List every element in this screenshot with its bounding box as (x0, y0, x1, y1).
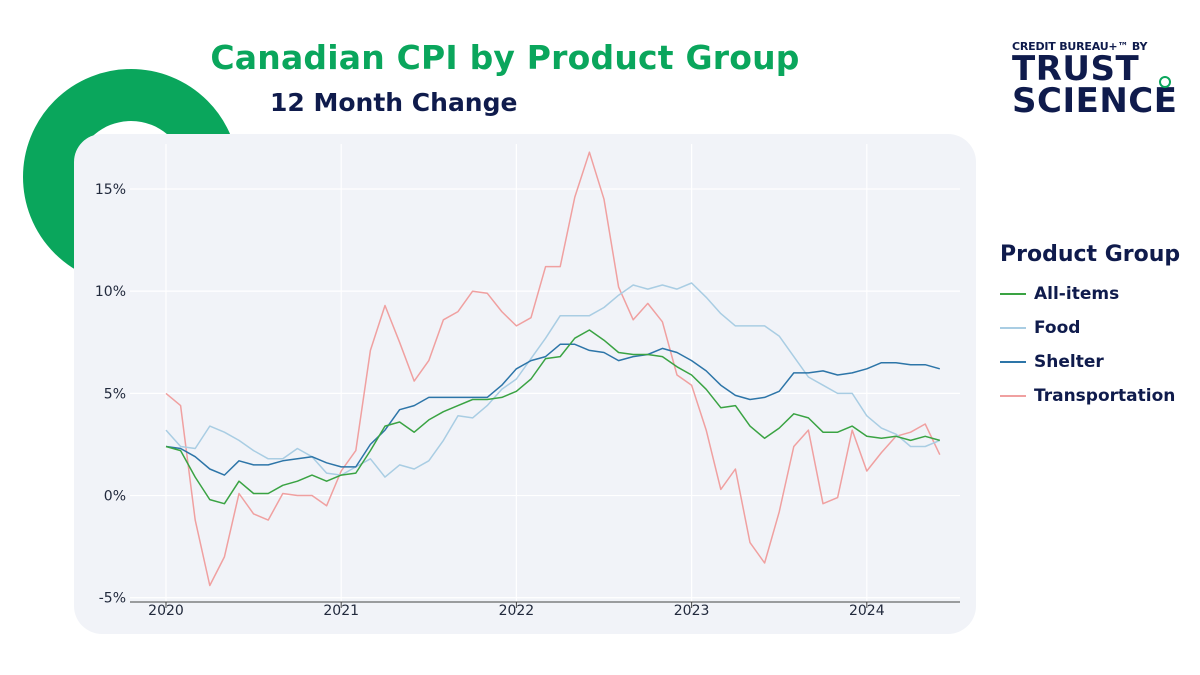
x-tick-label: 2020 (148, 603, 184, 619)
legend-label: Transportation (1034, 386, 1176, 406)
x-tick-label: 2023 (674, 603, 710, 619)
y-tick-label: 5% (104, 386, 126, 402)
series-line-food (165, 282, 941, 478)
logo-circle-icon (1159, 76, 1171, 88)
legend-title: Product Group (1000, 242, 1181, 267)
logo-line-2: SCIENCE (1012, 81, 1178, 121)
legend-swatch (1000, 395, 1026, 397)
logo-registered-mark: ® (1158, 106, 1165, 114)
legend-items: All-items Food Shelter Transportation (1000, 277, 1195, 413)
y-tick-label: -5% (99, 591, 126, 607)
cpi-line-chart: -5% 0% 5% 10% 15% 2020 2021 2022 2023 2024 (95, 144, 960, 619)
series-lines (165, 151, 941, 587)
x-tick-label: 2021 (323, 603, 359, 619)
legend-label: All-items (1034, 284, 1120, 304)
legend-item-shelter: Shelter (1000, 345, 1195, 379)
logo-line-1: TRUST (1012, 49, 1140, 89)
legend-swatch (1000, 327, 1026, 329)
chart-title: Canadian CPI by Product Group (210, 38, 800, 77)
y-tick-label: 10% (95, 284, 126, 300)
x-tick-label: 2022 (499, 603, 535, 619)
x-tick-label: 2024 (849, 603, 885, 619)
legend-item-transportation: Transportation (1000, 379, 1195, 413)
legend: Product Group All-items Food Shelter Transp… (1000, 242, 1195, 413)
series-line-shelter (165, 343, 941, 476)
legend-label: Food (1034, 318, 1081, 338)
series-line-transportation (165, 151, 941, 587)
axis-ticks: -5% 0% 5% 10% 15% 2020 2021 2022 2023 2024 (95, 182, 960, 619)
legend-item-all-items: All-items (1000, 277, 1195, 311)
series-line-all-items (165, 329, 941, 505)
legend-swatch (1000, 293, 1026, 295)
chart-subtitle: 12 Month Change (270, 88, 518, 117)
y-tick-label: 0% (104, 489, 126, 505)
legend-label: Shelter (1034, 352, 1104, 372)
legend-swatch (1000, 361, 1026, 363)
legend-item-food: Food (1000, 311, 1195, 345)
grid-lines (130, 144, 960, 602)
logo-tagline: CREDIT BUREAU+™ BY (1012, 40, 1148, 53)
brand-logo: CREDIT BUREAU+™ BY TRUST SCIENCE (1012, 40, 1182, 121)
y-tick-label: 15% (95, 182, 126, 198)
